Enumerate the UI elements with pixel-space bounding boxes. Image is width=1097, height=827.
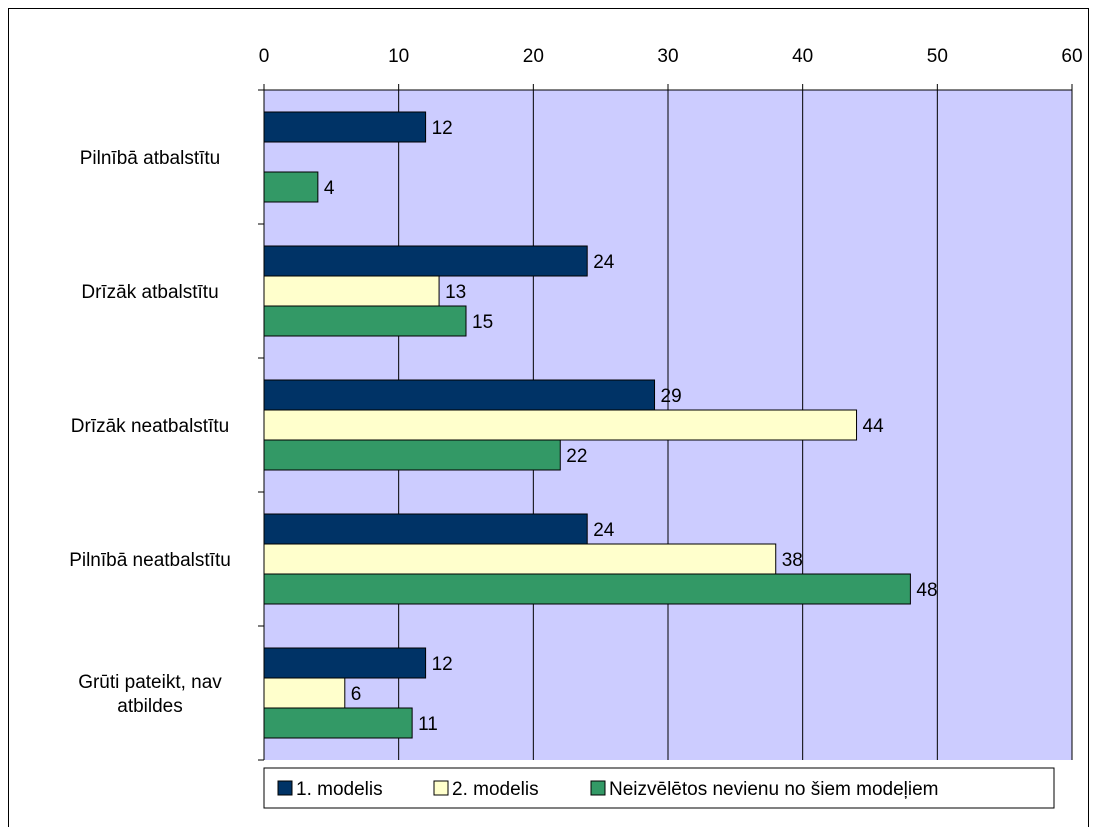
value-label-s2-c3: 48 [916, 580, 937, 601]
legend-swatch-2 [590, 780, 606, 796]
bar-s1-c2 [263, 409, 858, 441]
legend-label-0: 1. modelis [296, 779, 383, 800]
value-label-s0-c1: 24 [593, 252, 615, 273]
bar-s2-c1 [263, 305, 467, 337]
bar-s2-c2 [263, 439, 561, 471]
x-tick-label-50: 50 [927, 46, 948, 67]
x-tick-label-30: 30 [657, 46, 678, 67]
value-label-s1-c3: 38 [782, 550, 803, 571]
category-label-1: Drīzāk atbalstītu [81, 282, 218, 303]
bar-s0-c3 [263, 513, 588, 545]
legend-label-2: Neizvēlētos nevienu no šiem modeļiem [609, 779, 939, 800]
bar-s0-c4 [263, 647, 427, 679]
category-label-0: Pilnībā atbalstītu [80, 148, 220, 169]
bar-s1-c1 [263, 275, 440, 307]
x-tick-label-40: 40 [792, 46, 813, 67]
value-label-s0-c3: 24 [593, 520, 615, 541]
x-tick-label-10: 10 [388, 46, 409, 67]
bar-s2-c3 [263, 573, 911, 605]
value-label-s2-c4: 11 [418, 714, 438, 735]
value-label-s1-c4: 6 [351, 684, 362, 705]
bar-s0-c0 [263, 111, 427, 143]
x-tick-label-20: 20 [523, 46, 544, 67]
bar-s2-c0 [263, 171, 319, 203]
value-label-s1-c1: 13 [445, 282, 466, 303]
bar-s1-c4 [263, 677, 346, 709]
value-label-s2-c1: 15 [472, 312, 493, 333]
x-tick-label-0: 0 [259, 46, 270, 67]
value-label-s0-c4: 12 [432, 654, 453, 675]
legend-label-1: 2. modelis [452, 779, 539, 800]
value-label-s0-c0: 12 [432, 118, 453, 139]
category-label-4-line-1: atbildes [117, 696, 183, 717]
x-tick-label-60: 60 [1061, 46, 1082, 67]
category-label-3: Pilnībā neatbalstītu [69, 550, 231, 571]
legend-box [263, 767, 1055, 809]
category-label-2: Drīzāk neatbalstītu [71, 416, 229, 437]
value-label-s2-c2: 22 [566, 446, 587, 467]
value-label-s2-c0: 4 [324, 178, 335, 199]
bar-s1-c3 [263, 543, 777, 575]
legend-swatch-1 [433, 780, 449, 796]
bar-s0-c1 [263, 245, 588, 277]
value-label-s1-c2: 44 [863, 416, 885, 437]
category-label-4-line-0: Grūti pateikt, nav [78, 672, 222, 693]
legend-swatch-0 [277, 780, 293, 796]
bar-s0-c2 [263, 379, 656, 411]
bar-s2-c4 [263, 707, 413, 739]
value-label-s0-c2: 29 [661, 386, 682, 407]
